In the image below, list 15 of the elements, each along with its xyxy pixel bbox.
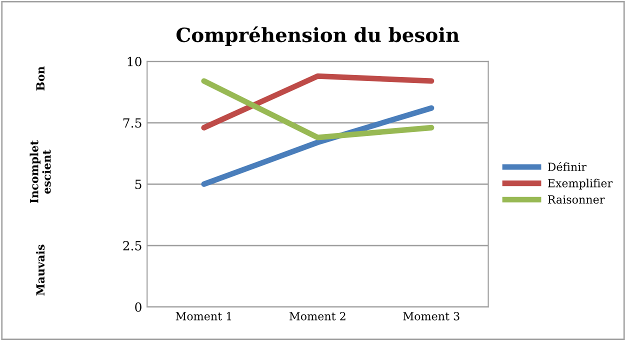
legend-label: Exemplifier	[548, 178, 613, 190]
text: Bon	[36, 66, 45, 90]
y-tick-label: 2.5	[123, 240, 142, 250]
legend-label: Définir	[548, 162, 586, 172]
y-tick-label: 0	[135, 302, 142, 312]
x-tick-label: Moment 2	[290, 312, 346, 320]
chart-title: Compréhension du besoin	[176, 26, 460, 46]
y-tick-label: 7.5	[123, 118, 142, 128]
y-tick-label: 10	[128, 56, 142, 66]
y-tick-label: 5	[135, 180, 142, 190]
legend-label: Raisonner	[548, 195, 605, 204]
x-tick-label: Moment 1	[176, 312, 232, 320]
x-tick-label: Moment 3	[403, 312, 460, 320]
text: Mauvais	[36, 244, 45, 296]
text: Incomplet escient	[30, 140, 51, 204]
